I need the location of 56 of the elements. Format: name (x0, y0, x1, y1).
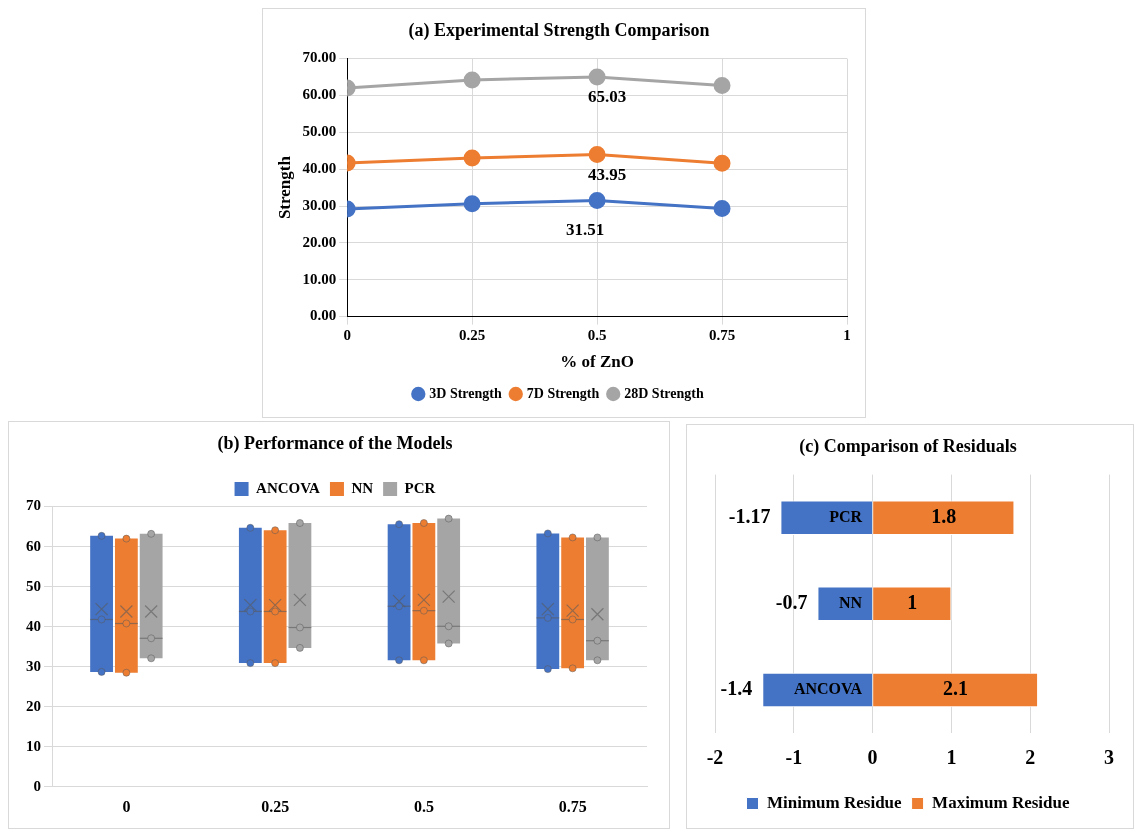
y-tick-label: 70 (26, 497, 41, 514)
x-tick-label: 1 (843, 327, 851, 344)
x-tick-label: -2 (706, 746, 724, 769)
x-tick-label: 0 (867, 746, 878, 769)
chart-title: (a) Experimental Strength Comparison (408, 20, 710, 42)
x-tick-label: 0.75 (708, 327, 736, 344)
y-tick-label: 60 (26, 537, 41, 554)
y-tick-label: 30.00 (302, 196, 337, 213)
legend-label: PCR (404, 479, 436, 496)
x-tick-label: 0 (343, 327, 351, 344)
x-tick-label: 0.25 (261, 797, 290, 815)
data-label: -0.7 (775, 590, 808, 613)
y-tick-label: 60.00 (302, 86, 337, 103)
data-label: 65.03 (587, 86, 627, 106)
y-tick-label: 10.00 (302, 270, 337, 287)
legend-label: Minimum Residue (767, 792, 903, 812)
data-label: 2.1 (943, 677, 969, 700)
legend-label: 7D Strength (526, 385, 600, 401)
x-tick-label: 0.25 (458, 327, 486, 344)
y-tick-label: 40 (26, 617, 41, 634)
y-tick-label: NN (838, 593, 863, 611)
legend-label: 3D Strength (429, 385, 502, 401)
data-label: 43.95 (587, 164, 627, 184)
y-tick-label: 40.00 (302, 160, 337, 177)
y-tick-label: 20.00 (302, 233, 337, 250)
y-tick-label: ANCOVA (793, 680, 863, 698)
data-label: 1.8 (931, 504, 957, 527)
y-tick-label: 0 (33, 777, 41, 794)
x-tick-label: 0.5 (413, 797, 434, 815)
legend-label: NN (351, 479, 374, 496)
data-label: -1.4 (720, 677, 753, 700)
y-tick-label: 50.00 (302, 123, 337, 140)
y-tick-label: 70.00 (302, 49, 337, 66)
chart-title: (c) Comparison of Residuals (799, 436, 1017, 458)
legend-label: 28D Strength (624, 385, 704, 401)
y-tick-label: 10 (26, 737, 41, 754)
x-axis-title: % of ZnO (560, 352, 634, 372)
y-tick-label: 30 (26, 657, 41, 674)
chart-title: (b) Performance of the Models (217, 433, 453, 455)
x-tick-label: 0.5 (587, 327, 607, 344)
y-tick-label: 0.00 (309, 307, 337, 324)
x-tick-label: -1 (785, 746, 803, 769)
y-tick-label: 20 (26, 697, 41, 714)
y-axis-title: Strength (274, 155, 294, 220)
y-tick-label: 50 (26, 577, 41, 594)
data-label: -1.17 (728, 504, 771, 527)
x-tick-label: 1 (946, 746, 957, 769)
x-tick-label: 0.75 (558, 797, 587, 815)
y-tick-label: PCR (829, 507, 863, 525)
x-tick-label: 3 (1104, 746, 1114, 769)
x-tick-label: 0 (122, 797, 131, 815)
x-tick-label: 2 (1025, 746, 1036, 769)
legend-label: ANCOVA (256, 479, 321, 496)
data-label: 31.51 (565, 220, 605, 240)
legend-label: Maximum Residue (932, 792, 1070, 812)
data-label: 1 (907, 590, 918, 613)
